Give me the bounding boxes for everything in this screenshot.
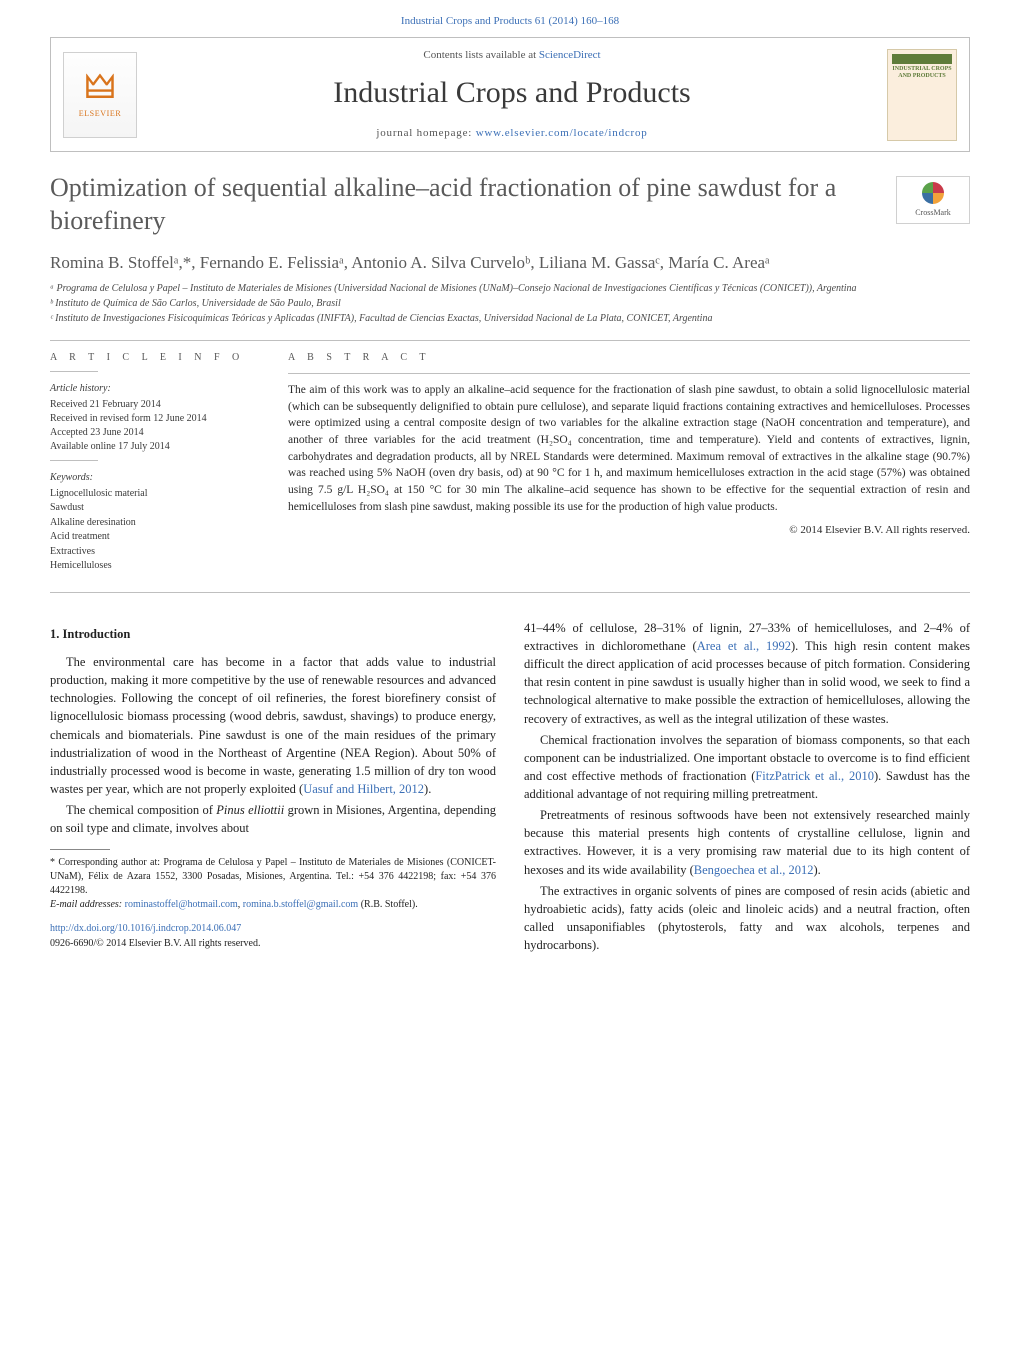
p1a: The environmental care has become in a f… xyxy=(50,655,496,796)
contents-available-line: Contents lists available at ScienceDirec… xyxy=(151,48,873,63)
keyword: Acid treatment xyxy=(50,530,260,545)
elsevier-tree-icon: 🜲 xyxy=(85,71,116,105)
keywords-list: Lignocellulosic material Sawdust Alkalin… xyxy=(50,487,260,574)
sciencedirect-link[interactable]: ScienceDirect xyxy=(539,49,601,61)
body-paragraph: 41–44% of cellulose, 28–31% of lignin, 2… xyxy=(524,619,970,728)
affiliation-b: ᵇ Instituto de Química de São Carlos, Un… xyxy=(50,296,970,311)
body-two-column: 1. Introduction The environmental care h… xyxy=(50,619,970,954)
article-info-column: A R T I C L E I N F O Article history: R… xyxy=(50,351,260,574)
body-paragraph: The extractives in organic solvents of p… xyxy=(524,882,970,955)
body-paragraph: Pretreatments of resinous softwoods have… xyxy=(524,806,970,879)
rule-top xyxy=(50,340,970,341)
history-accepted: Accepted 23 June 2014 xyxy=(50,426,260,440)
corresponding-author-note: * Corresponding author at: Programa de C… xyxy=(50,856,496,898)
article-info-heading: A R T I C L E I N F O xyxy=(50,351,260,365)
body-paragraph: The environmental care has become in a f… xyxy=(50,653,496,798)
p5b: ). xyxy=(814,863,821,877)
abstract-heading: A B S T R A C T xyxy=(288,351,970,365)
running-citation: Industrial Crops and Products 61 (2014) … xyxy=(0,0,1020,37)
author-list: Romina B. Stoffelᵃ,*, Fernando E. Feliss… xyxy=(50,251,970,275)
species-name: Pinus elliottii xyxy=(216,803,284,817)
body-paragraph: Chemical fractionation involves the sepa… xyxy=(524,731,970,804)
contents-prefix: Contents lists available at xyxy=(423,49,538,61)
crossmark-icon xyxy=(922,182,944,204)
journal-homepage-link[interactable]: www.elsevier.com/locate/indcrop xyxy=(476,127,648,139)
citation-link[interactable]: Bengoechea et al., 2012 xyxy=(694,863,814,877)
doi-link[interactable]: http://dx.doi.org/10.1016/j.indcrop.2014… xyxy=(50,923,241,934)
citation-link[interactable]: Uasuf and Hilbert, 2012 xyxy=(303,782,424,796)
affiliation-c: ᶜ Instituto de Investigaciones Fisicoquí… xyxy=(50,311,970,326)
citation-link[interactable]: FitzPatrick et al., 2010 xyxy=(755,769,874,783)
publisher-name: ELSEVIER xyxy=(79,108,122,119)
email-link-2[interactable]: romina.b.stoffel@gmail.com xyxy=(243,899,358,910)
keyword: Alkaline deresination xyxy=(50,516,260,531)
history-received: Received 21 February 2014 xyxy=(50,398,260,412)
copyright-line: © 2014 Elsevier B.V. All rights reserved… xyxy=(288,523,970,538)
homepage-prefix: journal homepage: xyxy=(376,127,475,139)
email-tail: (R.B. Stoffel). xyxy=(358,899,418,910)
keyword: Sawdust xyxy=(50,501,260,516)
footnote-rule xyxy=(50,849,110,850)
email-label: E-mail addresses: xyxy=(50,899,125,910)
journal-title: Industrial Crops and Products xyxy=(151,72,873,114)
history-online: Available online 17 July 2014 xyxy=(50,440,260,454)
journal-homepage-line: journal homepage: www.elsevier.com/locat… xyxy=(151,126,873,141)
info-rule-1 xyxy=(50,371,98,372)
p1b: ). xyxy=(424,782,431,796)
keyword: Lignocellulosic material xyxy=(50,487,260,502)
section-1-heading: 1. Introduction xyxy=(50,625,496,643)
keyword: Extractives xyxy=(50,545,260,560)
doi-block: http://dx.doi.org/10.1016/j.indcrop.2014… xyxy=(50,922,496,951)
affiliations: ᵃ Programa de Celulosa y Papel – Institu… xyxy=(50,281,970,326)
email-link-1[interactable]: rominastoffel@hotmail.com xyxy=(125,899,238,910)
rule-bottom xyxy=(50,592,970,593)
keyword: Hemicelluloses xyxy=(50,559,260,574)
citation-link[interactable]: Area et al., 1992 xyxy=(697,639,791,653)
journal-cover-thumbnail[interactable]: INDUSTRIAL CROPS AND PRODUCTS xyxy=(887,49,957,141)
masthead: 🜲 ELSEVIER Contents lists available at S… xyxy=(50,37,970,152)
publisher-logo[interactable]: 🜲 ELSEVIER xyxy=(63,52,137,138)
masthead-center: Contents lists available at ScienceDirec… xyxy=(151,48,873,141)
history-label: Article history: xyxy=(50,382,260,396)
email-line: E-mail addresses: rominastoffel@hotmail.… xyxy=(50,898,496,912)
cover-text: INDUSTRIAL CROPS AND PRODUCTS xyxy=(892,66,952,80)
crossmark-badge[interactable]: CrossMark xyxy=(896,176,970,224)
p2pre: The chemical composition of xyxy=(66,803,216,817)
abstract-rule xyxy=(288,373,970,374)
article-title: Optimization of sequential alkaline–acid… xyxy=(50,172,880,237)
info-rule-2 xyxy=(50,460,98,461)
crossmark-label: CrossMark xyxy=(915,207,951,218)
issn-copyright: 0926-6690/© 2014 Elsevier B.V. All right… xyxy=(50,937,496,952)
affiliation-a: ᵃ Programa de Celulosa y Papel – Institu… xyxy=(50,281,970,296)
cover-bar-icon xyxy=(892,54,952,64)
keywords-label: Keywords: xyxy=(50,471,260,485)
footnotes: * Corresponding author at: Programa de C… xyxy=(50,849,496,912)
abstract-column: A B S T R A C T The aim of this work was… xyxy=(288,351,970,574)
body-paragraph: The chemical composition of Pinus elliot… xyxy=(50,801,496,837)
abstract-text: The aim of this work was to apply an alk… xyxy=(288,382,970,515)
history-revised: Received in revised form 12 June 2014 xyxy=(50,412,260,426)
